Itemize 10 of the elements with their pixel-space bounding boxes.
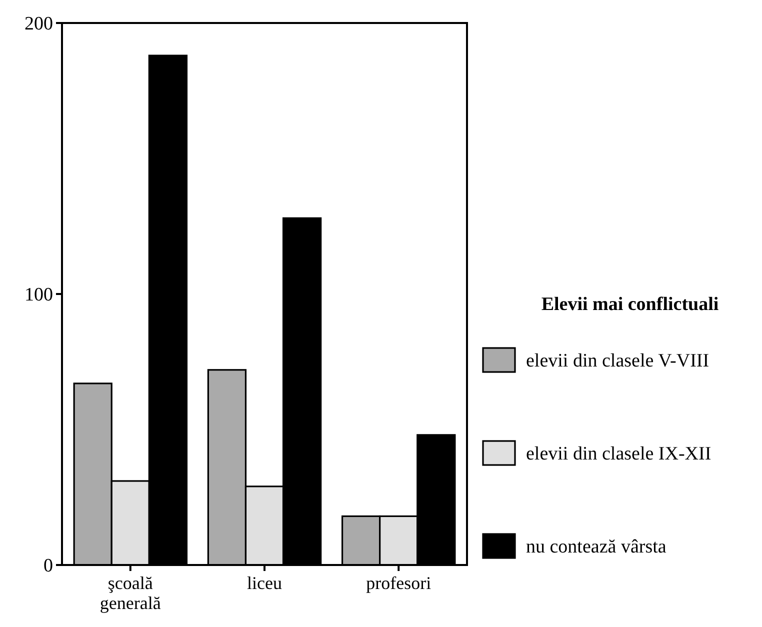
y-tick-label: 0 <box>44 556 53 577</box>
legend-label: elevii din clasele IX-XII <box>526 444 712 465</box>
x-tick-label: profesori <box>366 573 432 593</box>
legend-title: Elevii mai conflictuali <box>541 294 719 315</box>
x-tick-label: şcoală generală <box>100 573 161 613</box>
x-tick-label: liceu <box>247 573 282 593</box>
y-tick-label: 100 <box>24 284 53 306</box>
legend-label: nu contează vârsta <box>526 536 667 558</box>
y-tick-label: 200 <box>24 14 53 35</box>
legend-label: elevii din clasele V-VIII <box>526 350 710 372</box>
